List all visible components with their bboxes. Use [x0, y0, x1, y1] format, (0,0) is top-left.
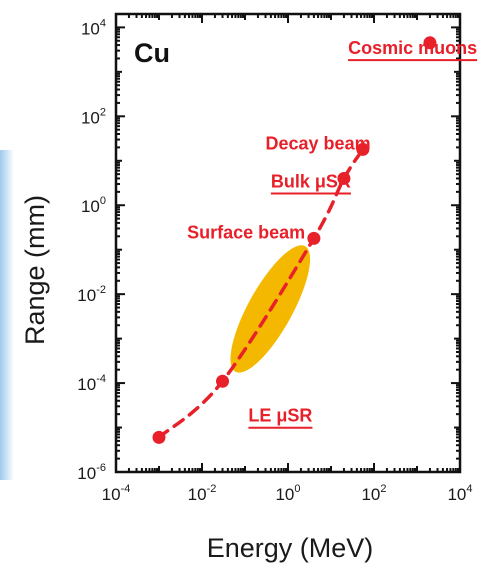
data-point	[152, 430, 166, 444]
annotation-label: Bulk μSR	[271, 172, 351, 192]
data-point	[307, 231, 321, 245]
annotation-label: Decay beam	[266, 133, 371, 153]
data-point	[423, 36, 437, 50]
x-tick-label: 104	[447, 483, 472, 504]
y-tick-label: 10-2	[77, 284, 106, 305]
y-axis-title: Range (mm)	[20, 195, 50, 345]
y-tick-label: 104	[81, 17, 106, 38]
data-point	[337, 171, 351, 185]
y-tick-label: 10-6	[77, 462, 106, 483]
x-axis-title: Energy (MeV)	[207, 533, 374, 563]
panel-label: Cu	[134, 38, 170, 68]
data-point	[216, 374, 230, 388]
plot-frame	[114, 12, 462, 474]
x-tick-label: 10-2	[188, 483, 217, 504]
y-tick-label: 102	[81, 106, 106, 127]
y-tick-label: 10-4	[77, 373, 106, 394]
annotation-label: Surface beam	[187, 222, 305, 242]
annotation-label: LE μSR	[248, 406, 312, 426]
y-tick-label: 100	[81, 195, 106, 216]
left-edge-glow	[0, 150, 14, 480]
data-point	[356, 142, 370, 156]
x-tick-label: 100	[275, 483, 300, 504]
annotation-label: Cosmic muons	[348, 38, 477, 58]
x-tick-label: 102	[361, 483, 386, 504]
x-tick-label: 10-4	[102, 483, 131, 504]
